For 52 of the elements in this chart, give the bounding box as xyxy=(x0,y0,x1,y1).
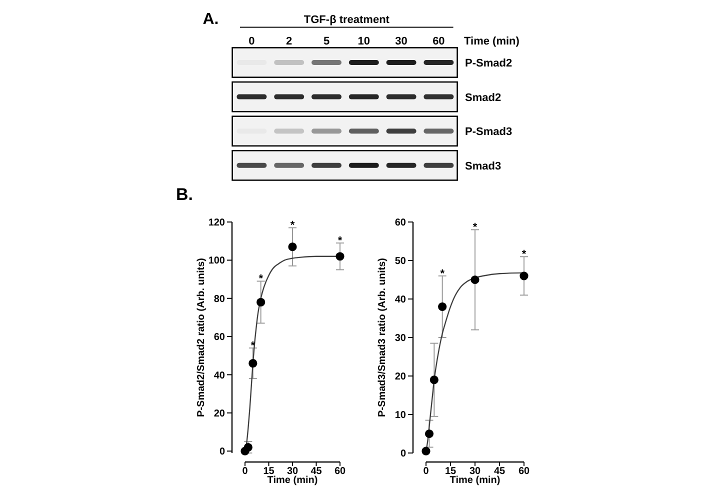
y-tick-label: 0 xyxy=(400,448,406,460)
point xyxy=(424,429,434,438)
y-tick-label: 60 xyxy=(214,332,226,344)
point xyxy=(256,298,266,306)
y-axis-title: P-Smad3/Smad3 ratio (Arb. units) xyxy=(376,258,388,417)
x-tick-label: 0 xyxy=(423,466,430,478)
y-axis-title: P-Smad2/Smad2 ratio (Arb. units) xyxy=(196,258,206,417)
text: TGF-β treatment xyxy=(304,14,390,26)
category-label: 10 xyxy=(358,36,370,48)
y-tick-label: 30 xyxy=(394,333,406,344)
y-tick-label: 40 xyxy=(214,370,226,382)
y-tick-label: 50 xyxy=(394,256,406,268)
y-tick-label: 60 xyxy=(394,218,406,229)
point xyxy=(438,302,447,311)
point xyxy=(422,446,430,456)
category-label: 2 xyxy=(286,36,292,48)
x-tick-label: 0 xyxy=(242,466,248,478)
text: Time (min) xyxy=(464,36,520,48)
annotation: * xyxy=(522,248,527,261)
annotation: * xyxy=(338,235,343,247)
y-tick-label: 20 xyxy=(394,372,406,383)
y-tick-label: 20 xyxy=(214,408,226,420)
annotation: * xyxy=(440,268,446,280)
x-tick-label: 15 xyxy=(444,466,456,478)
x-axis-title: Time (min) xyxy=(267,475,318,486)
y-tick-label: 120 xyxy=(208,218,226,229)
point xyxy=(288,242,297,252)
category-label: 60 xyxy=(432,36,445,48)
text: A. xyxy=(202,11,219,28)
category-label: 5 xyxy=(323,36,330,48)
y-tick-label: 10 xyxy=(394,410,406,422)
annotation: * xyxy=(258,273,264,286)
category-label: P-Smad3 xyxy=(465,126,512,138)
x-tick-label: 60 xyxy=(334,466,346,478)
annotation: * xyxy=(290,220,296,232)
point xyxy=(470,275,480,284)
annotation: * xyxy=(472,222,478,234)
chart-title: B. xyxy=(176,185,193,204)
point xyxy=(248,358,258,368)
category-label: P-Smad2 xyxy=(465,58,512,70)
point xyxy=(520,272,528,280)
category-label: Smad3 xyxy=(465,160,502,172)
y-tick-label: 40 xyxy=(394,294,406,306)
y-tick-label: 100 xyxy=(208,256,226,267)
y-tick-label: 80 xyxy=(214,294,226,305)
category-label: Smad2 xyxy=(465,92,502,104)
x-axis-title: Time (min) xyxy=(450,475,500,486)
point xyxy=(430,376,438,384)
category-label: 0 xyxy=(248,36,255,48)
x-tick-label: 60 xyxy=(518,466,530,478)
point xyxy=(336,252,344,261)
y-tick-label: 0 xyxy=(219,446,226,458)
